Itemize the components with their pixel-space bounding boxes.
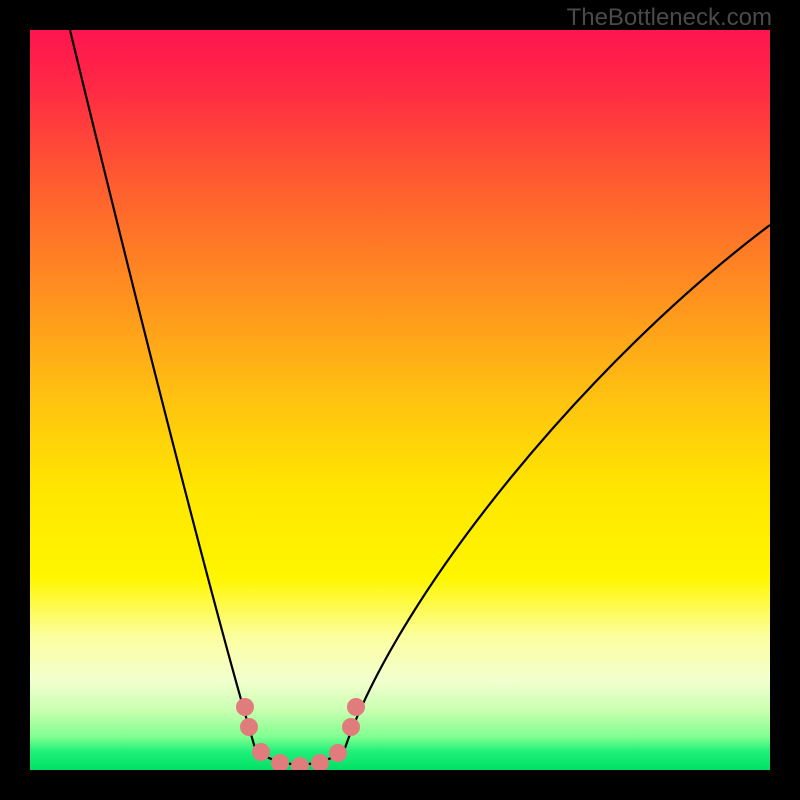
valley-marker-dot bbox=[252, 743, 270, 761]
valley-marker-dot bbox=[347, 698, 365, 716]
plot-area bbox=[30, 30, 770, 770]
valley-marker-dot bbox=[329, 744, 347, 762]
watermark-text: TheBottleneck.com bbox=[567, 4, 772, 32]
chart-frame: TheBottleneck.com bbox=[0, 0, 800, 800]
valley-marker-dot bbox=[240, 718, 258, 736]
valley-marker-dot bbox=[342, 718, 360, 736]
valley-marker-dot bbox=[291, 757, 309, 770]
valley-marker-dot bbox=[311, 754, 329, 770]
valley-marker-dot bbox=[236, 698, 254, 716]
valley-markers bbox=[236, 698, 365, 770]
valley-marker-dot bbox=[271, 754, 289, 770]
bottleneck-curve bbox=[30, 30, 770, 770]
v-curve-path bbox=[70, 30, 770, 765]
